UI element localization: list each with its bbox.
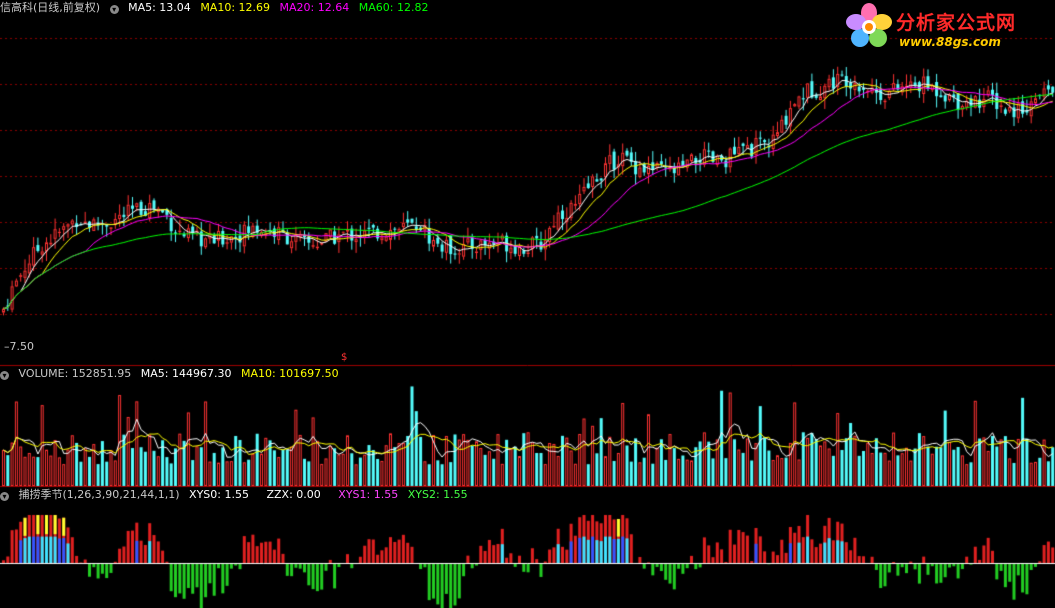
volume-value: VOLUME: 152851.95 xyxy=(18,367,132,380)
xys0-value: XYS0: 1.55 xyxy=(189,488,249,501)
xys2-value: XYS2: 1.55 xyxy=(407,488,468,501)
circle-dropdown-icon[interactable]: ▾ xyxy=(0,371,9,380)
ma60-value: MA60: 12.82 xyxy=(358,1,429,14)
ma5-value: MA5: 13.04 xyxy=(128,1,191,14)
volume-ma10-value: MA10: 101697.50 xyxy=(240,367,339,380)
circle-dropdown-icon[interactable]: ▾ xyxy=(0,492,9,501)
zzx-value: ZZX: 0.00 xyxy=(266,488,321,501)
indicator-panel-header: ▾ 捕捞季节(1,26,3,90,21,44,1,1) XYS0: 1.55 Z… xyxy=(0,487,474,503)
price-marker: $ xyxy=(341,352,348,363)
ma10-value: MA10: 12.69 xyxy=(200,1,271,14)
ma20-value: MA20: 12.64 xyxy=(279,1,350,14)
volume-ma5-value: MA5: 144967.30 xyxy=(140,367,232,380)
flower-logo-icon xyxy=(846,3,892,47)
watermark-logo: 分析家公式网 www.88gs.com xyxy=(844,2,1049,54)
price-axis-label: –7.50 xyxy=(4,340,34,353)
circle-dropdown-icon[interactable]: ▾ xyxy=(109,5,119,14)
stock-title: 信高科(日线,前复权) xyxy=(0,1,101,14)
indicator-name: 捕捞季节(1,26,3,90,21,44,1,1) xyxy=(18,488,180,501)
xys1-value: XYS1: 1.55 xyxy=(338,488,399,501)
price-panel-header: 信高科(日线,前复权) ▾ MA5: 13.04 MA10: 12.69 MA2… xyxy=(0,0,434,16)
watermark-title: 分析家公式网 xyxy=(896,12,1017,34)
volume-panel-header: ▾ VOLUME: 152851.95 MA5: 144967.30 MA10:… xyxy=(0,366,345,382)
watermark-url: www.88gs.com xyxy=(899,35,1001,49)
